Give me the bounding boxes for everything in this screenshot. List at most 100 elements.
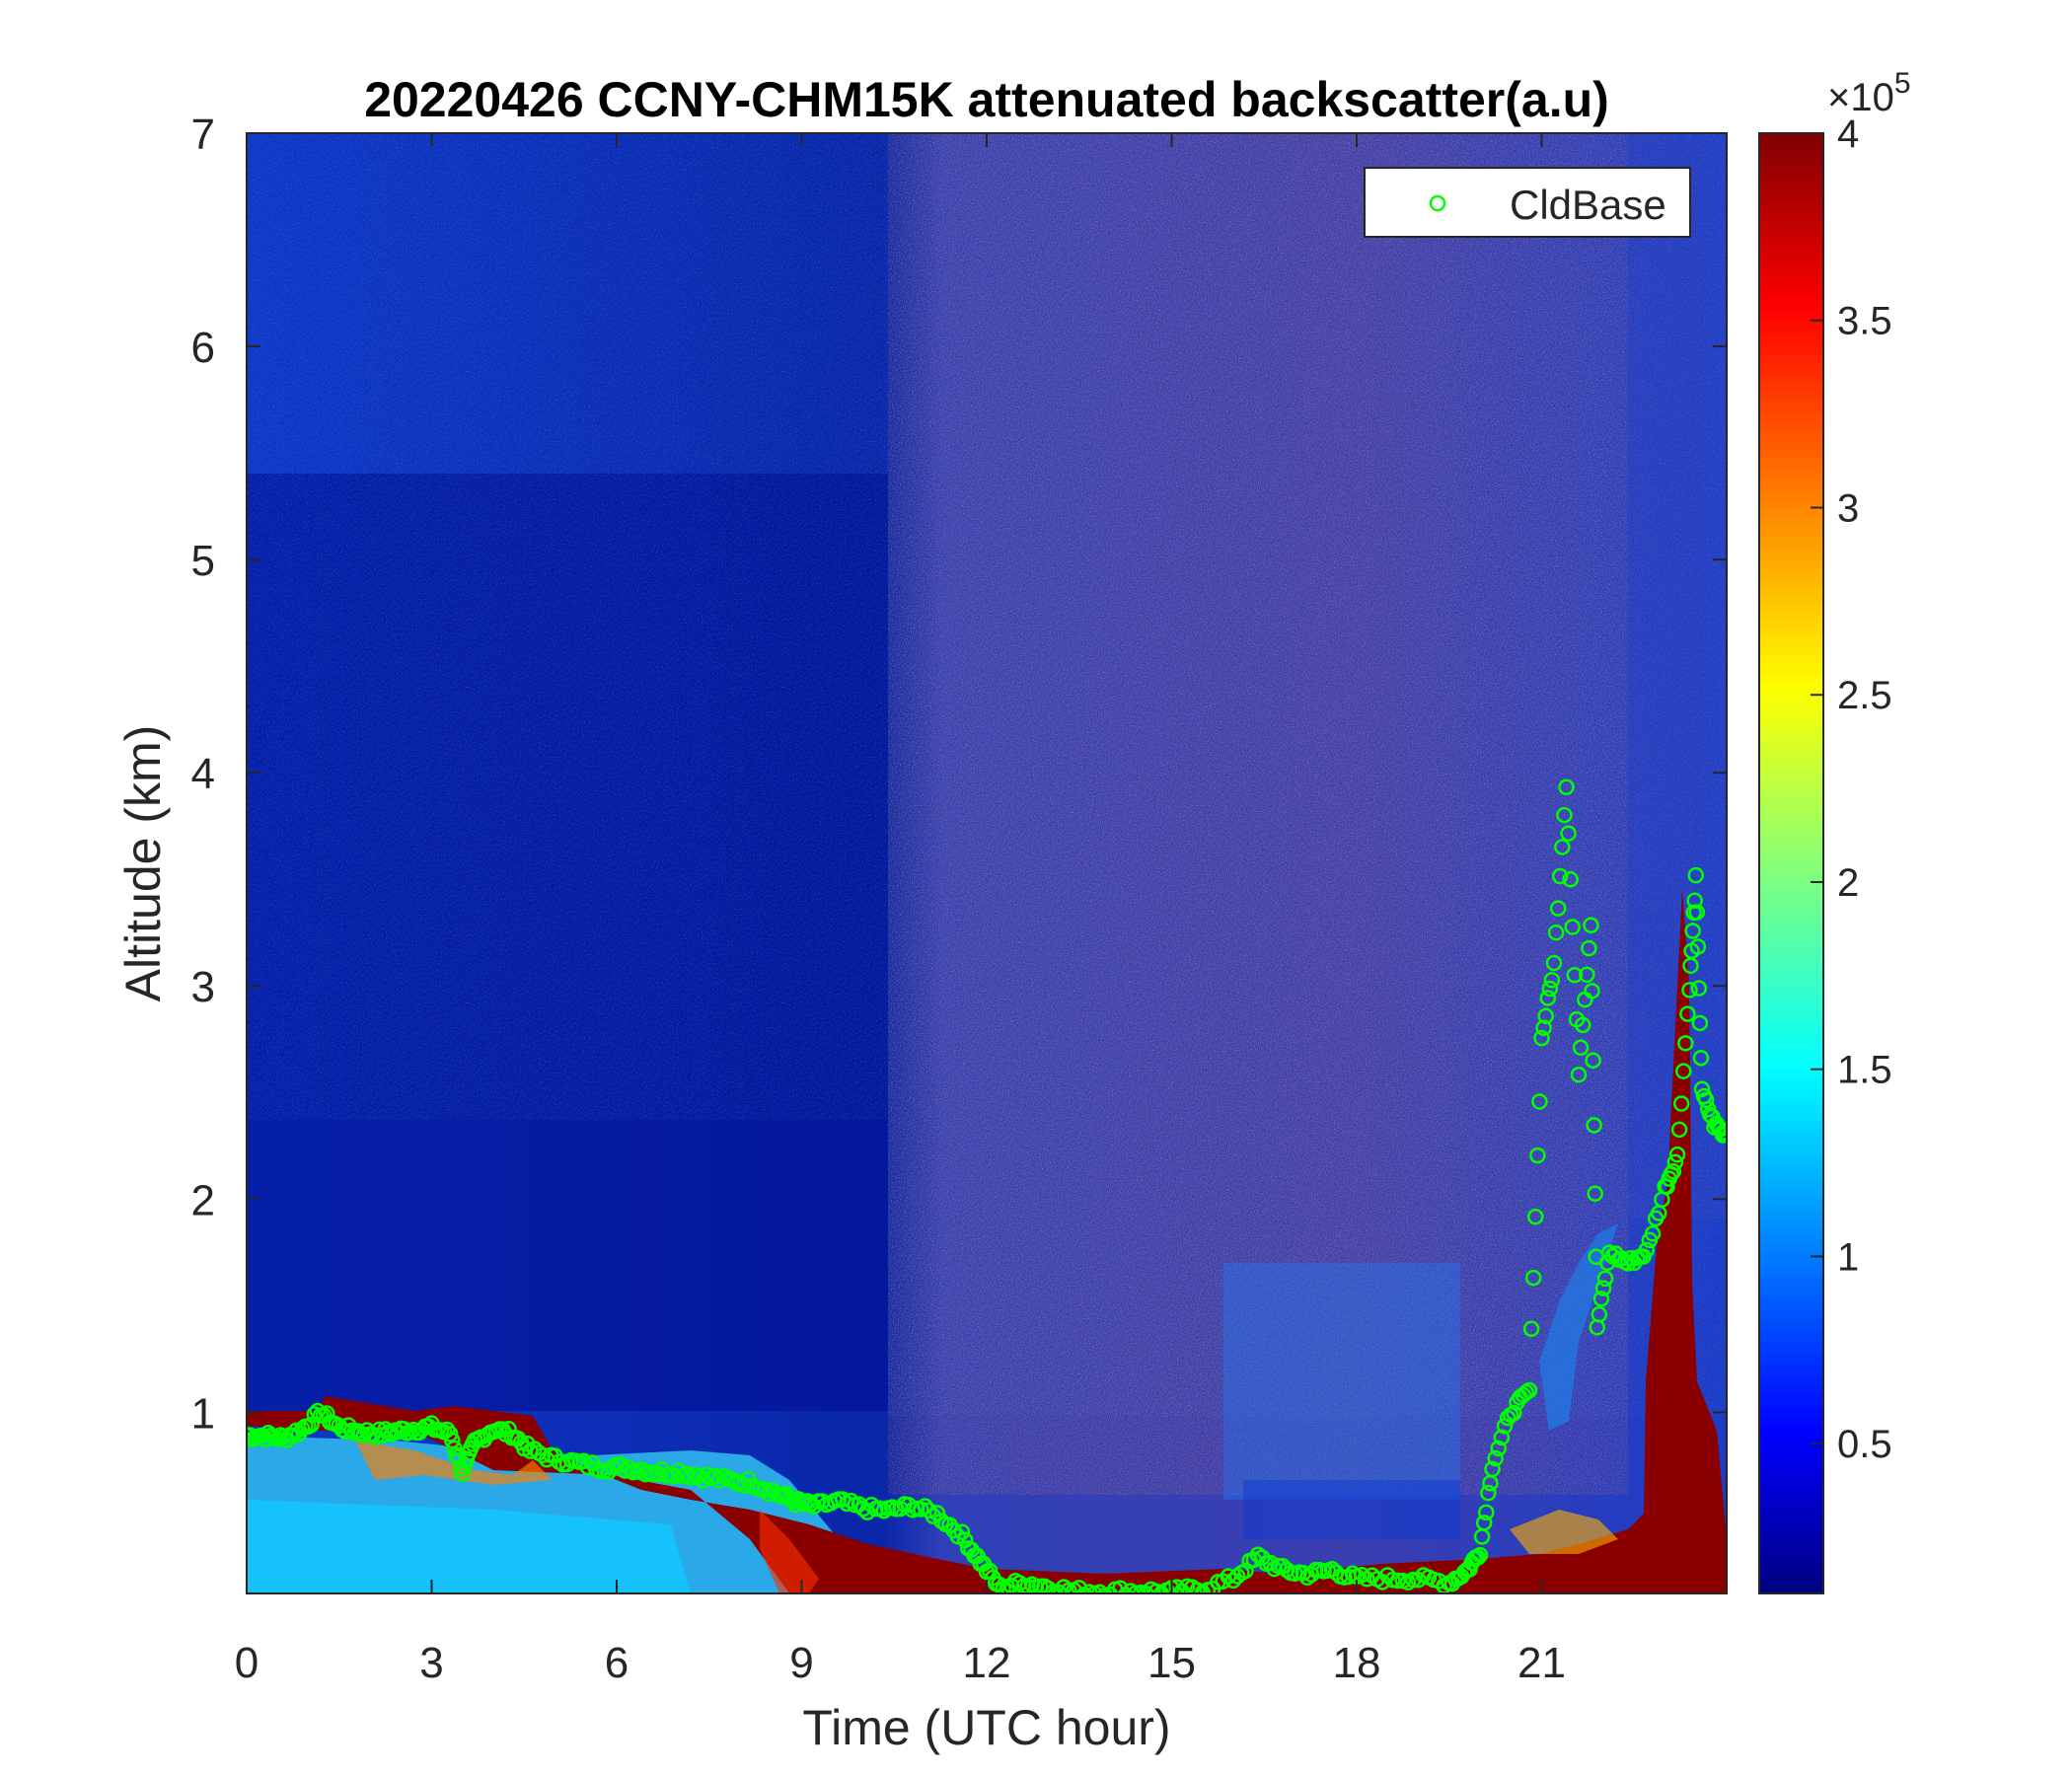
cldbase-marker xyxy=(917,1498,933,1515)
cldbase-marker xyxy=(1168,1579,1185,1593)
cldbase-marker xyxy=(1503,1406,1519,1424)
colorbar-gradient xyxy=(1758,132,1824,1594)
y-tick-label: 7 xyxy=(191,111,215,159)
cldbase-marker xyxy=(1547,924,1565,941)
cldbase-marker xyxy=(649,1465,666,1482)
cldbase-marker xyxy=(1594,1280,1612,1296)
cldbase-marker xyxy=(1533,1029,1550,1047)
cldbase-marker xyxy=(1670,1121,1688,1139)
y-tick-label: 4 xyxy=(191,750,215,798)
x-tick-label: 18 xyxy=(1333,1639,1381,1687)
cldbase-marker xyxy=(306,1406,323,1423)
cldbase-marker xyxy=(1537,1007,1554,1025)
cldbase-marker xyxy=(1484,1460,1501,1478)
cldbase-marker xyxy=(1050,1584,1068,1593)
x-tick-label: 12 xyxy=(963,1639,1011,1687)
cldbase-marker xyxy=(854,1500,872,1517)
cldbase-marker xyxy=(1644,1225,1662,1242)
cldbase-marker xyxy=(1506,1404,1522,1422)
colorbar-tick-label: 0.5 xyxy=(1837,1423,1892,1466)
cldbase-marker xyxy=(1080,1584,1098,1593)
cldbase-marker xyxy=(1572,1039,1590,1056)
midday-haze xyxy=(1223,1263,1460,1500)
cldbase-marker xyxy=(1596,1270,1614,1287)
cldbase-marker xyxy=(1549,900,1567,917)
cldbase-marker xyxy=(710,1472,728,1489)
cldbase-marker xyxy=(1543,972,1561,989)
cldbase-marker-series xyxy=(247,778,1727,1593)
colorbar-tick-label: 2.5 xyxy=(1837,674,1892,717)
cldbase-marker xyxy=(1564,919,1581,935)
y-tick-label: 5 xyxy=(191,537,215,585)
x-axis: 0 3 6 9 12 15 18 21 xyxy=(235,133,1566,1687)
cldbase-marker xyxy=(454,1465,471,1483)
cldbase-marker xyxy=(1522,1320,1540,1338)
cldbase-marker xyxy=(1712,1121,1727,1138)
plot-area xyxy=(247,133,1727,1593)
cldbase-marker xyxy=(1535,1019,1552,1037)
boundary-layer-red-band xyxy=(247,1396,987,1593)
cldbase-marker xyxy=(1011,1575,1028,1591)
cldbase-marker xyxy=(1686,892,1703,910)
cldbase-marker xyxy=(1586,1117,1602,1134)
cldbase-marker xyxy=(1471,1546,1489,1564)
y-tick-label: 1 xyxy=(191,1389,215,1438)
cldbase-marker xyxy=(446,1440,463,1457)
cldbase-marker xyxy=(1574,1016,1591,1034)
cldbase-marker xyxy=(932,1513,950,1529)
cldbase-marker xyxy=(1173,1583,1191,1593)
cldbase-marker xyxy=(1545,954,1563,972)
cldbase-marker xyxy=(1215,1573,1231,1590)
cldbase-marker xyxy=(1714,1127,1727,1144)
colorbar-tick-label: 2 xyxy=(1837,861,1859,905)
cldbase-marker xyxy=(1666,1153,1684,1171)
cldbase-marker xyxy=(1638,1241,1655,1259)
cldbase-marker xyxy=(1677,1035,1694,1052)
cldbase-marker xyxy=(1562,870,1579,888)
y-tick-label: 2 xyxy=(191,1176,215,1224)
colorbar-tick-label: 1 xyxy=(1837,1235,1859,1279)
cldbase-marker xyxy=(892,1500,909,1517)
cldbase-marker xyxy=(1679,1005,1696,1022)
cldbase-marker xyxy=(1583,917,1599,934)
cldbase-marker xyxy=(1584,983,1600,999)
cldbase-marker xyxy=(1585,1052,1601,1069)
y-tick-label: 3 xyxy=(191,963,215,1011)
colorbar-ticks: 0.5 1 1.5 2 2.5 3 3.5 4 xyxy=(1811,112,1892,1466)
cldbase-marker xyxy=(802,1495,820,1513)
cldbase-marker xyxy=(1587,1185,1603,1202)
cldbase-marker xyxy=(1539,990,1556,1006)
cldbase-marker xyxy=(1475,1515,1493,1531)
cldbase-marker xyxy=(1478,1504,1495,1521)
cldbase-marker xyxy=(1692,1049,1710,1067)
cldbase-marker xyxy=(1668,1146,1686,1163)
cldbase-marker xyxy=(1560,825,1577,842)
y-axis: 1 2 3 4 5 6 7 xyxy=(191,111,1727,1438)
cldbase-marker xyxy=(1697,1091,1715,1109)
cldbase-marker xyxy=(1487,1449,1504,1467)
cldbase-marker xyxy=(1531,1093,1548,1110)
cldbase-marker xyxy=(1493,1429,1511,1446)
colorbar-tick-label: 3.5 xyxy=(1837,300,1892,343)
cldbase-marker xyxy=(1040,1580,1057,1593)
legend-marker-icon xyxy=(1429,194,1446,212)
late-day-plume xyxy=(1643,888,1707,1593)
cldbase-marker xyxy=(1527,1208,1544,1225)
cldbase-marker xyxy=(1541,980,1559,998)
y-tick-label: 6 xyxy=(191,324,215,372)
cldbase-marker xyxy=(1529,1147,1546,1164)
x-axis-label: Time (UTC hour) xyxy=(802,1700,1170,1755)
cldbase-marker xyxy=(1690,980,1708,997)
cldbase-marker xyxy=(1665,1162,1682,1180)
x-tick-label: 21 xyxy=(1517,1639,1566,1687)
cldbase-marker xyxy=(1684,923,1701,939)
cldbase-marker xyxy=(1490,1440,1507,1457)
cldbase-marker xyxy=(1061,1582,1077,1593)
cldbase-marker xyxy=(1237,1562,1254,1580)
cldbase-marker xyxy=(534,1446,552,1464)
colorbar: 0.5 1 1.5 2 2.5 3 3.5 4 ×105 xyxy=(1758,67,1911,1594)
colorbar-multiplier: ×105 xyxy=(1827,67,1911,119)
cldbase-marker xyxy=(444,1432,461,1449)
cldbase-marker xyxy=(1579,966,1595,984)
chart-title: 20220426 CCNY-CHM15K attenuated backscat… xyxy=(364,72,1609,127)
